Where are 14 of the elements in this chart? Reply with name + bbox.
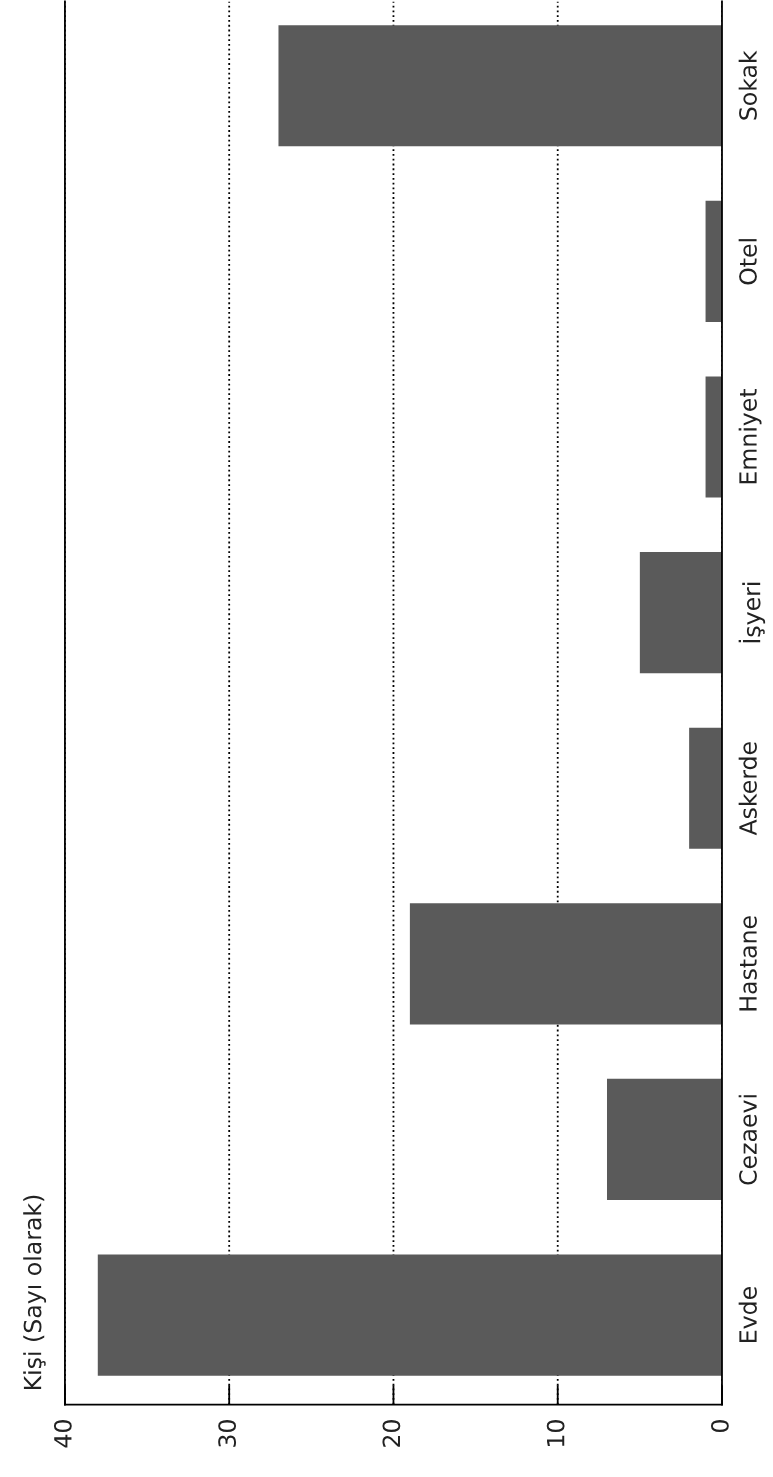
y-tick-label: İşyeri [738, 582, 766, 643]
y-tick-label: Cezaevi [738, 1095, 757, 1185]
y-tick-label: Hastane [739, 916, 757, 1011]
y-tick-label: Sokak [738, 50, 757, 120]
y-tick-label: Otel [738, 239, 757, 285]
x-tick-label: 40 [53, 1420, 72, 1448]
y-tick-label: Askerde [738, 742, 757, 836]
text: Kişi (Sayı olarak) [23, 1195, 47, 1390]
x-tick-label: 0 [710, 1420, 729, 1432]
x-tick-label: 10 [546, 1420, 565, 1446]
x-tick-label: 20 [382, 1420, 401, 1447]
y-tick-label: Emniyet [738, 388, 762, 484]
y-tick-label: Evde [738, 1287, 757, 1342]
x-tick-label: 30 [218, 1420, 237, 1447]
